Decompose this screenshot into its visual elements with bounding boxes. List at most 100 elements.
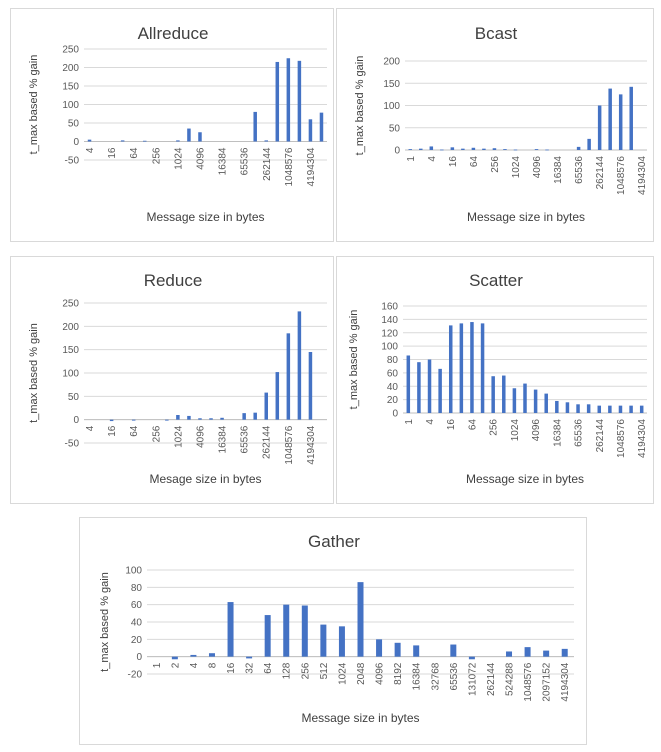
- x-tick-label: 1048576: [284, 147, 295, 186]
- bar-4096: [376, 639, 383, 657]
- bar-4: [429, 146, 434, 150]
- x-tick-label: 4194304: [560, 662, 571, 701]
- bar-64: [264, 615, 271, 657]
- y-tick-label: 50: [389, 123, 401, 134]
- y-tick-label: 60: [131, 600, 143, 611]
- x-tick-label: 4: [189, 662, 200, 668]
- bar-32: [461, 148, 465, 150]
- x-tick-label: 262144: [262, 425, 273, 459]
- bar-524288: [275, 372, 280, 420]
- x-tick-label: 256: [151, 425, 162, 442]
- bar-16384: [555, 400, 559, 413]
- bar-65536: [450, 644, 457, 657]
- bar-8192: [209, 418, 213, 420]
- chart-title: Reduce: [144, 271, 203, 290]
- x-tick-label: 1024: [510, 419, 521, 442]
- y-tick-label: 0: [73, 415, 79, 426]
- x-tick-label: 4194304: [637, 156, 648, 195]
- bar-131072: [468, 656, 475, 660]
- bar-524288: [608, 405, 612, 413]
- bar-16384: [413, 645, 420, 657]
- bar-64: [470, 322, 474, 413]
- y-axis-title: t_max based % gain: [348, 310, 360, 410]
- x-tick-label: 16384: [553, 156, 564, 184]
- y-tick-label: 80: [131, 583, 143, 594]
- x-tick-label: 64: [263, 662, 274, 674]
- x-tick-label: 4096: [532, 156, 543, 179]
- bar-2: [419, 148, 423, 150]
- x-tick-label: 2097152: [542, 662, 553, 701]
- x-tick-label: 8192: [393, 662, 404, 685]
- bar-32768: [565, 402, 570, 413]
- bar-1: [406, 355, 411, 413]
- x-tick-label: 128: [282, 662, 293, 679]
- x-tick-label: 1048576: [284, 425, 295, 464]
- bar-32: [246, 656, 253, 659]
- bar-4194304: [639, 405, 644, 413]
- bar-1024: [513, 149, 518, 151]
- bar-1024: [176, 415, 180, 420]
- x-tick-label: 1024: [173, 425, 184, 448]
- x-tick-label: 4194304: [306, 425, 317, 464]
- x-tick-label: 64: [469, 156, 480, 168]
- x-axis-title: Message size in bytes: [301, 711, 419, 725]
- x-tick-label: 1048576: [523, 662, 534, 701]
- bar-256: [491, 376, 495, 413]
- x-tick-label: 16: [226, 662, 237, 674]
- x-tick-label: 8: [207, 662, 218, 668]
- bar-4096: [198, 418, 202, 420]
- bar-2: [171, 656, 178, 660]
- bar-512: [503, 149, 507, 150]
- bar-262144: [597, 105, 602, 150]
- x-tick-label: 512: [319, 662, 330, 679]
- bar-16384: [220, 417, 224, 420]
- x-tick-label: 524288: [505, 662, 516, 696]
- x-tick-label: 4: [85, 425, 96, 431]
- bar-131072: [253, 111, 257, 142]
- x-axis-title: Mesage size in bytes: [149, 472, 261, 486]
- x-tick-label: 262144: [486, 662, 497, 696]
- x-tick-label: 4194304: [637, 419, 648, 458]
- y-tick-label: 100: [381, 342, 398, 353]
- chart-panel-reduce: Reduce -50 0 50 100 150 200 250 4 16 64 256 1024 4096…: [10, 256, 334, 504]
- bar-2097152: [543, 650, 550, 657]
- bar-1024: [512, 388, 517, 413]
- x-tick-label: 32768: [430, 662, 441, 690]
- x-tick-label: 65536: [574, 419, 585, 447]
- bar-4194304: [308, 119, 313, 142]
- chart-panel-bcast: Bcast 0 50 100 150 200 1 4 16 64 256 1024 4096 16384 6…: [336, 8, 654, 242]
- bar-4096: [198, 132, 202, 142]
- bar-524288: [275, 61, 280, 142]
- y-tick-label: 160: [381, 302, 398, 313]
- x-tick-label: 64: [467, 419, 478, 431]
- bar-512: [165, 419, 169, 421]
- x-tick-label: 16384: [218, 425, 229, 453]
- y-tick-label: 150: [62, 345, 79, 356]
- x-tick-label: 16384: [552, 419, 563, 447]
- bar-32: [120, 140, 125, 142]
- chart-scatter: Scatter 0 20 40 60 80 100 120 140 160 1 4 16 64 256 102…: [348, 271, 648, 486]
- x-tick-label: 2: [170, 662, 181, 668]
- bar-1048576: [618, 94, 623, 150]
- bar-65536: [576, 404, 580, 413]
- x-tick-label: 16: [448, 156, 459, 168]
- bar-2048: [523, 383, 527, 413]
- bar-131072: [587, 138, 591, 150]
- y-tick-label: 200: [62, 63, 79, 74]
- x-tick-label: 64: [129, 425, 140, 437]
- x-tick-label: 1: [404, 419, 415, 425]
- x-tick-label: 256: [151, 147, 162, 164]
- bar-4: [190, 654, 197, 657]
- x-tick-label: 4096: [375, 662, 386, 685]
- x-tick-label: 131072: [467, 662, 478, 696]
- bar-1: [408, 149, 413, 150]
- x-axis-title: Message size in bytes: [466, 472, 584, 486]
- bar-16: [448, 325, 453, 413]
- chart-gather: Gather -20 0 20 40 60 80 100 1 2 4 8 16 32 64 128 256 512…: [99, 532, 574, 725]
- y-tick-label: 120: [381, 328, 398, 339]
- x-axis-title: Message size in bytes: [467, 210, 585, 224]
- x-tick-label: 4: [85, 147, 96, 153]
- bar-1024: [176, 140, 180, 142]
- x-tick-label: 16384: [218, 147, 229, 175]
- y-tick-label: 200: [62, 322, 79, 333]
